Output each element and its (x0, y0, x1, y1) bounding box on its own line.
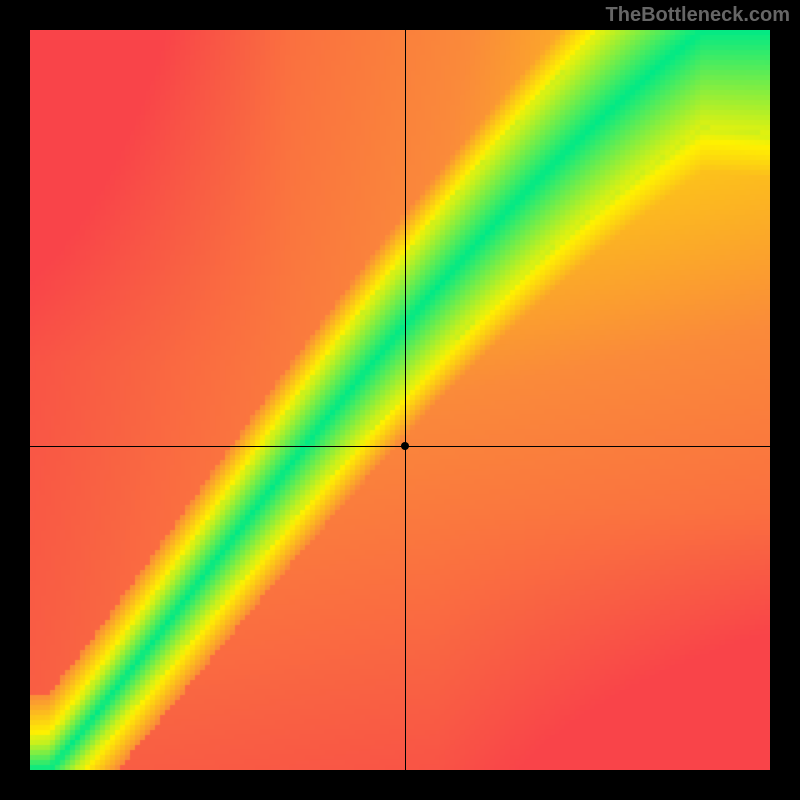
crosshair-horizontal (30, 446, 770, 447)
chart-container: TheBottleneck.com (0, 0, 800, 800)
watermark-text: TheBottleneck.com (606, 4, 790, 27)
crosshair-vertical (405, 30, 406, 770)
plot-area (30, 30, 770, 770)
heatmap-canvas (30, 30, 770, 770)
data-point-marker (401, 442, 409, 450)
